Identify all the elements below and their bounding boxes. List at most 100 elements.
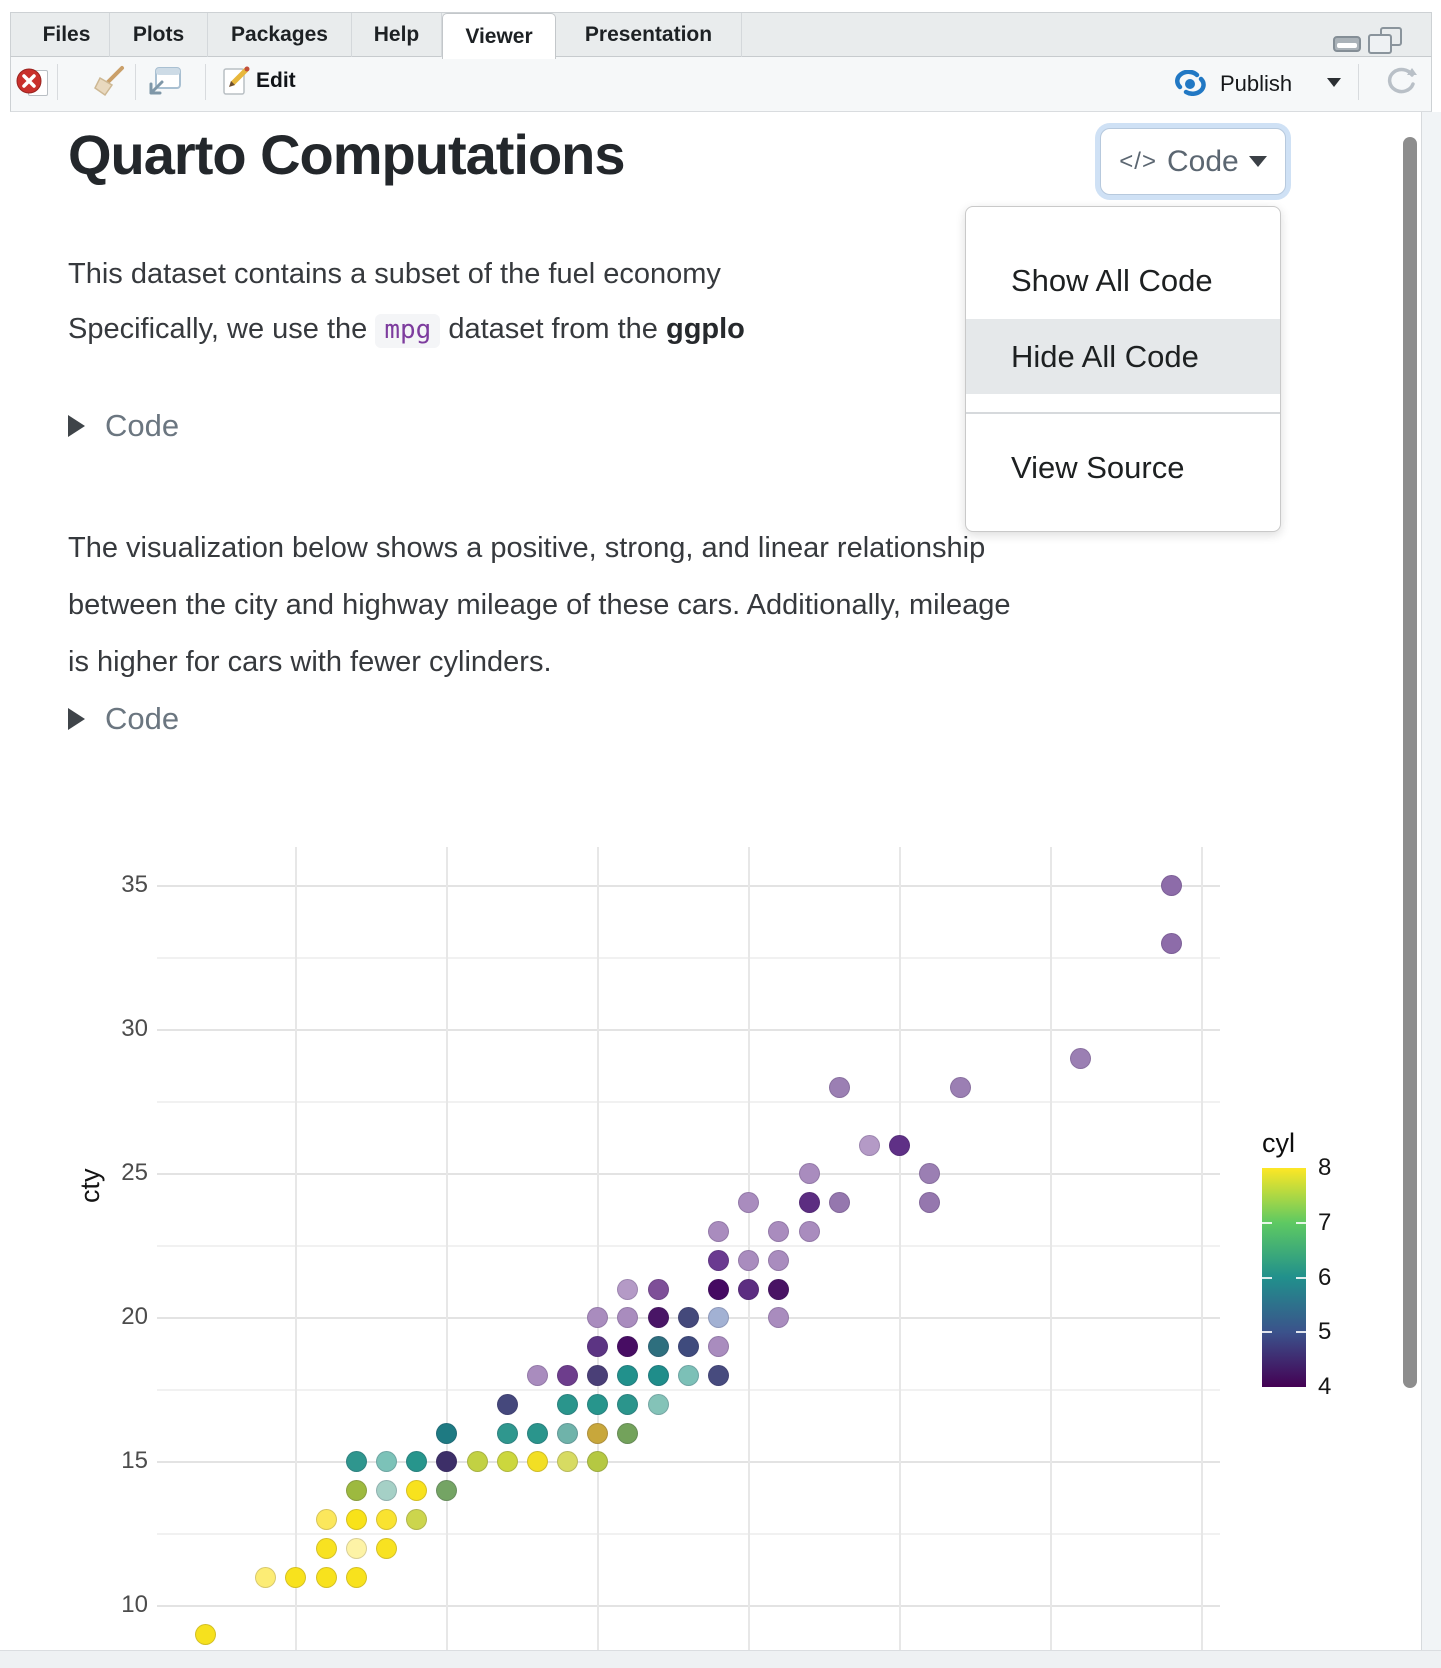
maximize-button[interactable]: [1368, 27, 1404, 55]
minimize-button[interactable]: [1333, 36, 1361, 52]
data-point: [738, 1249, 760, 1271]
data-point: [617, 1307, 639, 1329]
data-point: [768, 1307, 790, 1329]
data-point: [677, 1364, 699, 1386]
edit-button[interactable]: [222, 66, 312, 98]
legend-tick-mark: [1262, 1276, 1272, 1279]
data-point: [375, 1508, 397, 1530]
gridline-minor: [157, 1244, 1220, 1247]
gridline-x-30: [747, 847, 750, 1650]
legend-label-4: 4: [1318, 1373, 1332, 1400]
data-point: [768, 1249, 790, 1271]
clear-viewer-button[interactable]: [92, 64, 126, 98]
data-point: [345, 1537, 367, 1559]
data-point: [526, 1422, 548, 1444]
data-point: [375, 1451, 397, 1473]
data-point: [496, 1393, 518, 1415]
data-point: [345, 1566, 367, 1588]
minimize-icon: [1337, 43, 1357, 48]
tab-packages[interactable]: Packages: [208, 13, 352, 57]
data-point: [436, 1451, 458, 1473]
publish-button-label[interactable]: Publish: [1220, 71, 1293, 96]
legend-label-7: 7: [1318, 1208, 1332, 1236]
data-point: [647, 1393, 669, 1415]
refresh-button[interactable]: [1383, 64, 1419, 98]
paragraph-2-line-3: is higher for cars with fewer cylinders.: [68, 646, 552, 678]
data-point: [496, 1422, 518, 1444]
data-point: [738, 1278, 760, 1300]
data-point: [557, 1451, 579, 1473]
pane-right-gutter: [1421, 112, 1441, 1650]
data-point: [617, 1336, 639, 1358]
legend-tick-mark: [1296, 1276, 1306, 1279]
code-fold-toggle-1[interactable]: Code: [68, 408, 179, 444]
data-point: [677, 1336, 699, 1358]
tab-presentation[interactable]: Presentation: [556, 13, 742, 57]
collapsed-triangle-icon: [68, 708, 85, 730]
legend-label-6: 6: [1318, 1263, 1332, 1291]
data-point: [617, 1393, 639, 1415]
tab-viewer[interactable]: Viewer: [442, 13, 556, 59]
data-point: [587, 1422, 609, 1444]
y-tick-label-30: 30: [121, 1014, 148, 1042]
gridline-x-20: [445, 847, 448, 1650]
data-point: [798, 1220, 820, 1242]
new-window-icon: [149, 67, 181, 95]
data-point: [587, 1307, 609, 1329]
publish-icon: [1175, 70, 1206, 96]
legend-title: cyl: [1262, 1128, 1295, 1158]
broom-icon: [94, 66, 124, 97]
chevron-down-icon: [1248, 156, 1267, 167]
data-point: [345, 1451, 367, 1473]
data-point: [345, 1508, 367, 1530]
data-point: [1160, 932, 1182, 954]
gridline-y-25: [157, 1172, 1220, 1175]
legend-label-8: 8: [1318, 1154, 1332, 1181]
publish-button[interactable]: [1173, 70, 1213, 98]
tab-files[interactable]: Files: [24, 13, 110, 57]
publish-caret-icon[interactable]: [1327, 78, 1341, 87]
data-point: [1160, 875, 1182, 897]
menu-item-view-source[interactable]: View Source: [1011, 450, 1185, 485]
data-point: [345, 1480, 367, 1502]
tab-help[interactable]: Help: [352, 13, 442, 57]
data-point: [557, 1422, 579, 1444]
open-in-new-window-button[interactable]: [148, 66, 182, 96]
code-tools-dropdown-menu: Show All Code Hide All Code View Source: [965, 206, 1281, 532]
y-tick-label-20: 20: [121, 1302, 148, 1330]
stop-button[interactable]: [16, 66, 48, 96]
data-point: [466, 1451, 488, 1473]
data-point: [315, 1508, 337, 1530]
data-point: [436, 1480, 458, 1502]
data-point: [587, 1393, 609, 1415]
code-fold-toggle-2[interactable]: Code: [68, 701, 179, 737]
legend-tick-mark: [1296, 1331, 1306, 1334]
data-point: [436, 1422, 458, 1444]
data-point: [738, 1192, 760, 1214]
data-point: [617, 1364, 639, 1386]
data-point: [768, 1278, 790, 1300]
edit-button-label[interactable]: Edit: [256, 69, 296, 92]
code-glyph-icon: </>: [1119, 147, 1157, 175]
gridline-x-45: [1200, 847, 1203, 1650]
inline-code-mpg: mpg: [375, 314, 441, 348]
vertical-scrollbar-thumb[interactable]: [1403, 137, 1417, 1388]
legend-tick-mark: [1296, 1221, 1306, 1224]
pane-bottom-edge: [0, 1650, 1441, 1668]
legend-label-5: 5: [1318, 1318, 1332, 1346]
gridline-x-40: [1049, 847, 1052, 1650]
data-point: [708, 1220, 730, 1242]
page-title: Quarto Computations: [68, 123, 626, 186]
legend-tick-mark: [1262, 1331, 1272, 1334]
data-point: [315, 1566, 337, 1588]
pane-tab-strip: Files Plots Packages Help Viewer Presentation: [10, 12, 1432, 59]
code-tools-button[interactable]: </> Code: [1100, 128, 1286, 195]
data-point: [858, 1134, 880, 1156]
data-point: [708, 1336, 730, 1358]
data-point: [828, 1192, 850, 1214]
menu-item-hide-all-code[interactable]: Hide All Code: [966, 319, 1280, 394]
tab-plots[interactable]: Plots: [110, 13, 208, 57]
data-point: [285, 1566, 307, 1588]
refresh-icon: [1387, 67, 1417, 94]
menu-item-show-all-code[interactable]: Show All Code: [1011, 263, 1213, 298]
